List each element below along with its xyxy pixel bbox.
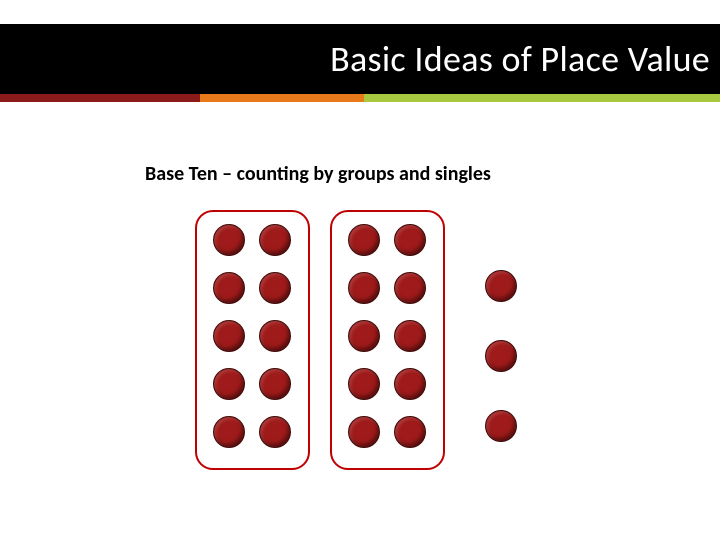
counter-dot (213, 320, 245, 352)
accent-segment (0, 94, 200, 102)
counter-dot (394, 224, 426, 256)
page-title: Basic Ideas of Place Value (330, 37, 710, 81)
counter-dot (213, 416, 245, 448)
counter-dot (394, 320, 426, 352)
counter-dot (394, 272, 426, 304)
counter-dot (485, 410, 517, 442)
counter-dot (485, 340, 517, 372)
counter-dot (259, 320, 291, 352)
counter-dot (213, 368, 245, 400)
counter-dot (394, 368, 426, 400)
slide: Basic Ideas of Place Value Base Ten – co… (0, 0, 720, 540)
accent-segment (364, 94, 720, 102)
counter-dot (259, 416, 291, 448)
counter-dot (394, 416, 426, 448)
counter-dot (213, 224, 245, 256)
counter-dot (259, 272, 291, 304)
counter-dot (259, 224, 291, 256)
header-band: Basic Ideas of Place Value (0, 24, 720, 94)
counter-dot (348, 224, 380, 256)
counter-dot (213, 272, 245, 304)
counter-dot (259, 368, 291, 400)
counter-dot (348, 272, 380, 304)
accent-bar (0, 94, 720, 102)
counter-dot (485, 270, 517, 302)
counter-dot (348, 416, 380, 448)
subtitle: Base Ten – counting by groups and single… (145, 162, 491, 186)
counter-dot (348, 368, 380, 400)
counter-dot (348, 320, 380, 352)
accent-segment (200, 94, 364, 102)
